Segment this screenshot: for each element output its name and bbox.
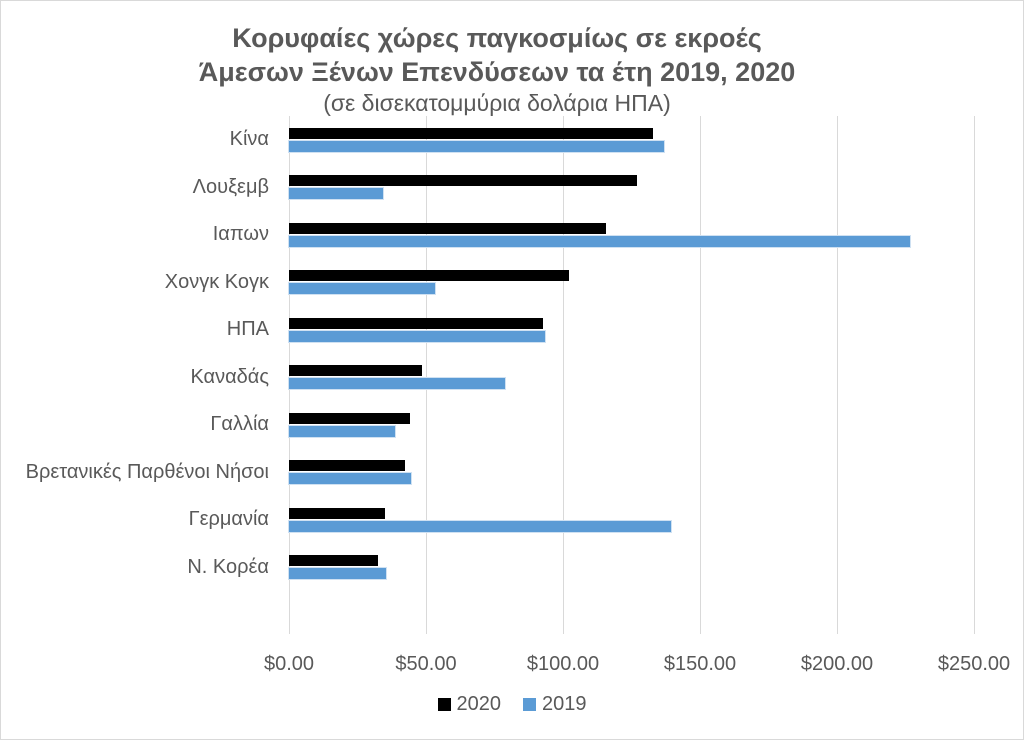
category-label: Γαλλία [210,413,269,436]
bar-2020-6 [289,365,422,376]
category-band [289,544,974,592]
x-tick-label: $50.00 [395,653,457,675]
bar-2020-10 [289,555,378,566]
category-band [289,449,974,497]
x-tick-label: $100.00 [526,653,600,675]
category-label: Ιαπων [212,223,269,246]
gridline [837,116,838,634]
bar-2019-10 [289,568,386,579]
bar-2019-2 [289,188,383,199]
category-band [289,354,974,402]
category-band [289,164,974,212]
x-tick-label: $250.00 [937,653,1011,675]
legend: 2020 2019 [1,693,1023,716]
bar-2020-8 [289,460,405,471]
gridline [426,116,427,634]
gridline [974,116,975,634]
x-tick-label: $150.00 [663,653,737,675]
chart-subtitle: (σε δισεκατομμύρια δολάρια ΗΠΑ) [323,90,671,116]
category-label: Κίνα [229,128,269,151]
bar-2020-9 [289,507,385,519]
category-axis: Κίνα Λουξεμβ Ιαπων Χονγκ Κογκ ΗΠΑ Καναδάς Γαλλ… [1,116,279,634]
value-axis: $0.00 $50.00 $100.00 $150.00 $200.00 $250.00 [1,651,1024,679]
category-label: Γερμανία [188,508,269,531]
chart-title-line2: Άμεσων Ξένων Επενδύσεων τα έτη 2019, 202… [198,57,796,87]
bar-2020-4 [289,270,569,281]
category-label: ΗΠΑ [226,318,269,341]
bar-2019-4 [289,283,435,294]
category-band [289,496,974,544]
category-band [289,259,974,307]
category-label: Καναδάς [190,365,269,388]
category-label: Χονγκ Κογκ [164,270,269,293]
legend-swatch-2020 [437,698,451,711]
bar-2019-6 [289,378,505,389]
bar-2020-3 [289,222,606,234]
bar-2020-2 [289,175,637,186]
bar-2019-1 [289,140,664,152]
plot-area [289,116,975,634]
category-label: Βρετανικές Παρθένοι Νήσοι [25,460,269,483]
chart-title-line1: Κορυφαίες χώρες παγκοσμίως σε εκροές [232,23,762,53]
bar-2019-7 [289,425,395,437]
x-tick-label: $200.00 [800,653,874,675]
bar-2019-3 [289,235,910,247]
bar-2020-5 [289,317,543,329]
category-band [289,306,974,354]
x-tick-label: $0.00 [263,653,315,675]
category-label: Λουξεμβ [192,175,269,198]
legend-swatch-2019 [523,698,536,711]
bar-2019-9 [289,520,671,532]
bar-2020-7 [289,412,410,424]
bar-2020-1 [289,127,653,139]
category-label: Ν. Κορέα [187,555,269,578]
legend-label-2019: 2019 [542,693,587,715]
category-band [289,211,974,259]
bar-2019-8 [289,473,411,484]
legend-item-2019: 2019 [523,693,587,716]
legend-label-2020: 2020 [456,693,502,715]
category-band [289,401,974,449]
gridline [700,116,701,634]
legend-item-2020: 2020 [437,693,502,716]
gridline [563,116,564,634]
category-band [289,116,974,164]
bar-2019-5 [289,330,545,342]
